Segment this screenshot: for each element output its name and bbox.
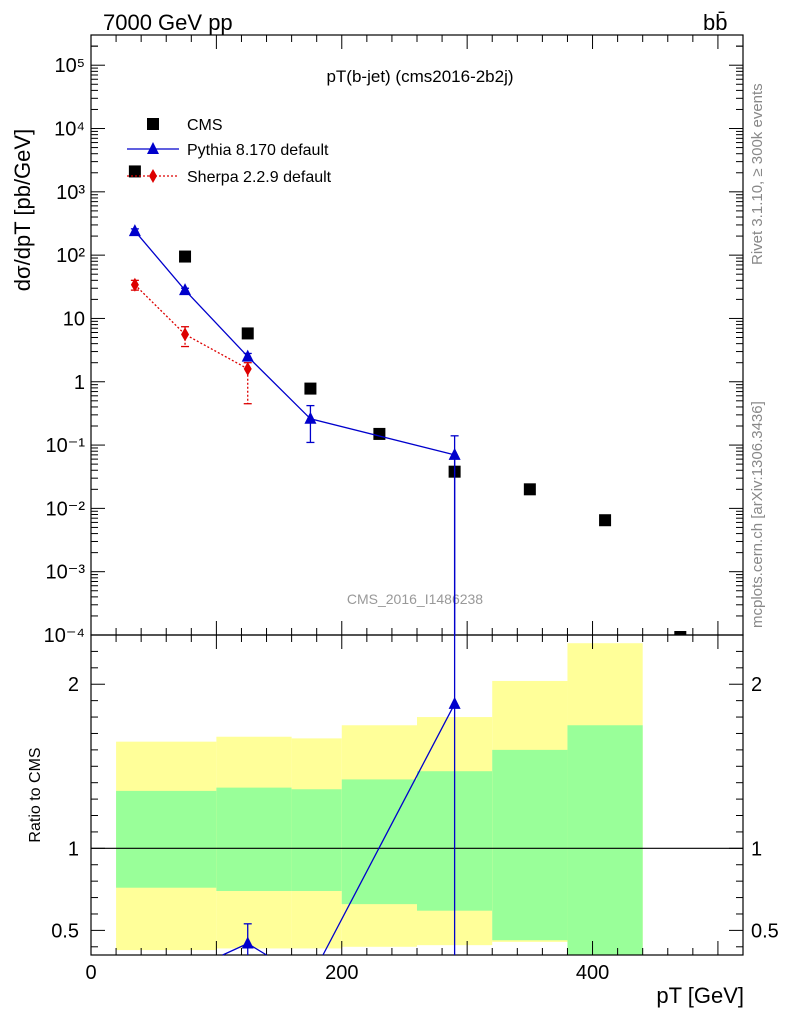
- cms-point: [674, 631, 687, 635]
- pythia-point: [241, 349, 254, 362]
- band-green-segment: [291, 789, 342, 891]
- cms-point: [523, 483, 536, 496]
- y-tick-label: 10³: [56, 182, 85, 204]
- legend-cms-marker: [147, 118, 159, 130]
- ratio-y-tick-label: 0.5: [51, 920, 79, 942]
- sherpa-point: [181, 327, 190, 342]
- band-green-segment: [216, 787, 292, 891]
- band-green-segment: [567, 725, 643, 955]
- y-tick-label: 10⁻³: [46, 562, 86, 584]
- band-green-segment: [492, 749, 568, 941]
- ratio-y-axis-label: Ratio to CMS: [27, 747, 44, 842]
- process-label: bb̄: [703, 10, 727, 35]
- cms-point: [241, 327, 254, 340]
- analysis-watermark: CMS_2016_I1486238: [347, 591, 483, 607]
- ratio-y-tick-label-right: 1: [751, 838, 762, 860]
- y-tick-label: 10: [63, 308, 85, 330]
- cms-point: [599, 514, 612, 527]
- y-tick-label: 10⁴: [54, 119, 85, 141]
- plot-title: pT(b-jet) (cms2016-2b2j): [326, 67, 513, 86]
- sherpa-point: [243, 361, 252, 376]
- y-tick-label: 10⁻⁴: [44, 625, 85, 647]
- cms-point: [179, 250, 192, 263]
- mcplots-text: mcplots.cern.ch [arXiv:1306.3436]: [749, 401, 766, 628]
- pythia-point: [304, 411, 317, 424]
- pythia-point: [179, 283, 192, 296]
- x-tick-label: 0: [85, 962, 96, 984]
- x-tick-label: 400: [576, 962, 609, 984]
- x-tick-label: 200: [325, 962, 358, 984]
- x-axis-label: pT [GeV]: [656, 983, 744, 1008]
- legend-pythia-label: Pythia 8.170 default: [187, 142, 329, 159]
- energy-label: 7000 GeV pp: [103, 10, 233, 35]
- y-tick-label: 10⁵: [54, 55, 85, 77]
- ratio-y-tick-label-right: 2: [751, 674, 762, 696]
- y-tick-label: 10⁻¹: [46, 435, 86, 457]
- rivet-version-text: Rivet 3.1.10, ≥ 300k events: [749, 83, 766, 265]
- cms-point: [128, 165, 141, 178]
- cms-point: [304, 382, 317, 395]
- pythia-ratio-point: [241, 936, 254, 949]
- pythia-point: [128, 224, 141, 237]
- pythia-ratio-line: [322, 703, 456, 956]
- pythia-line: [134, 230, 455, 456]
- y-axis-label: dσ/dpT [pb/GeV]: [10, 129, 35, 291]
- legend-pythia-marker: [147, 142, 159, 154]
- legend-sherpa-marker: [149, 169, 157, 183]
- ratio-y-tick-label: 2: [68, 674, 79, 696]
- pythia-ratio-point: [448, 696, 461, 709]
- sherpa-point: [130, 277, 139, 292]
- band-green-segment: [116, 790, 217, 888]
- legend-cms-label: CMS: [187, 117, 223, 134]
- y-tick-label: 1: [74, 372, 85, 394]
- y-tick-label: 10²: [56, 245, 85, 267]
- cms-point: [373, 427, 386, 440]
- y-tick-label: 10⁻²: [46, 498, 86, 520]
- ratio-y-tick-label-right: 0.5: [751, 920, 779, 942]
- legend-sherpa-label: Sherpa 2.2.9 default: [187, 169, 332, 186]
- pythia-point: [448, 447, 461, 460]
- ratio-y-tick-label: 1: [68, 838, 79, 860]
